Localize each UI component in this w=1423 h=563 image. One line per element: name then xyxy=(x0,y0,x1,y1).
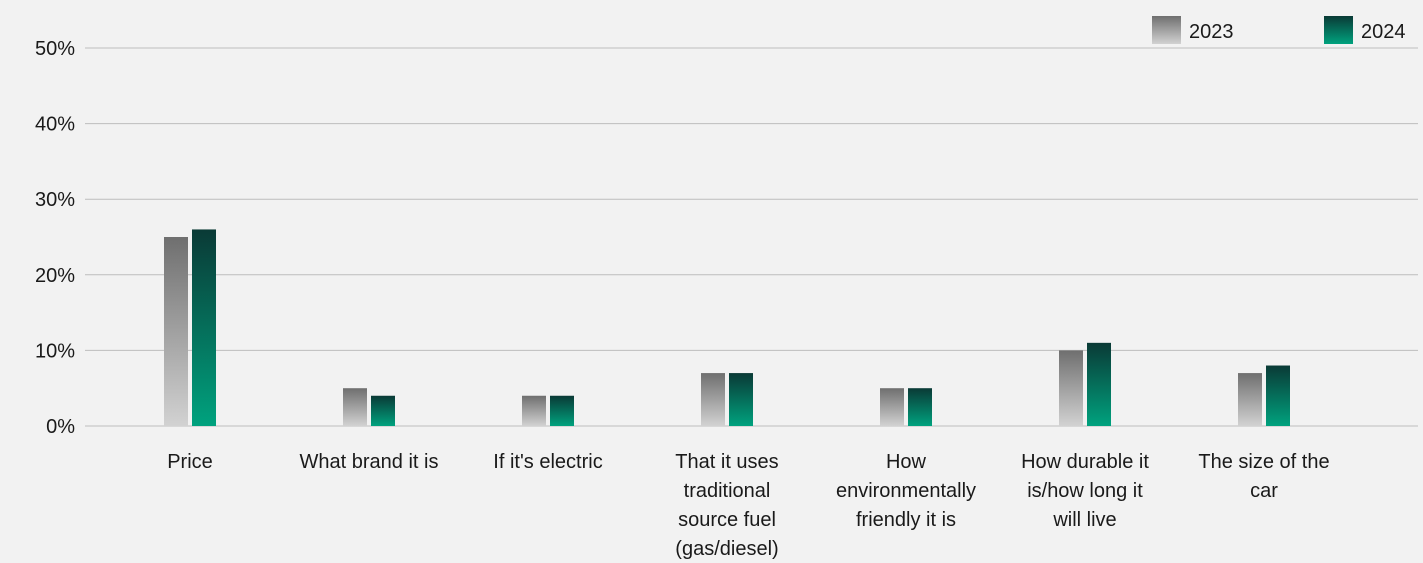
y-tick-label: 20% xyxy=(35,265,75,287)
bar-2024-1 xyxy=(371,395,395,426)
bar-2023-0 xyxy=(164,237,188,426)
bar-2023-6 xyxy=(1238,373,1262,426)
bar-2024-0 xyxy=(192,229,216,426)
x-category-label: The size of the car xyxy=(1198,451,1329,502)
bars xyxy=(164,229,1290,426)
bar-2024-4 xyxy=(908,388,932,426)
y-axis-ticks: 0% 10% 20% 30% 40% 50% xyxy=(35,38,75,438)
bar-2024-5 xyxy=(1087,342,1111,426)
y-tick-label: 30% xyxy=(35,189,75,211)
x-category-label: How durable it is/how long it will live xyxy=(1021,451,1149,531)
grid-lines xyxy=(85,47,1418,427)
legend: 2023 2024 xyxy=(1152,16,1406,44)
bar-2024-3 xyxy=(729,373,753,426)
x-category-label: If it's electric xyxy=(493,451,602,473)
x-category-label: What brand it is xyxy=(300,451,439,473)
legend-swatch-2024 xyxy=(1324,16,1353,44)
x-category-label: That it uses traditional source fuel (gas/d… xyxy=(675,451,778,560)
bar-2023-1 xyxy=(343,388,367,426)
x-category-label: How environmentally friendly it is xyxy=(836,451,976,531)
x-axis-labels: Price What brand it is If it's electric Tha… xyxy=(167,451,1329,560)
bar-2023-2 xyxy=(522,395,546,426)
bar-2024-6 xyxy=(1266,365,1290,426)
legend-swatch-2023 xyxy=(1152,16,1181,44)
bar-2024-2 xyxy=(550,395,574,426)
legend-label-2024: 2024 xyxy=(1361,21,1406,43)
x-category-label: Price xyxy=(167,451,213,473)
bar-2023-3 xyxy=(701,373,725,426)
y-tick-label: 10% xyxy=(35,340,75,362)
y-tick-label: 40% xyxy=(35,114,75,136)
y-tick-label: 0% xyxy=(46,416,75,438)
bar-2023-4 xyxy=(880,388,904,426)
legend-label-2023: 2023 xyxy=(1189,21,1234,43)
bar-2023-5 xyxy=(1059,350,1083,426)
y-tick-label: 50% xyxy=(35,38,75,60)
